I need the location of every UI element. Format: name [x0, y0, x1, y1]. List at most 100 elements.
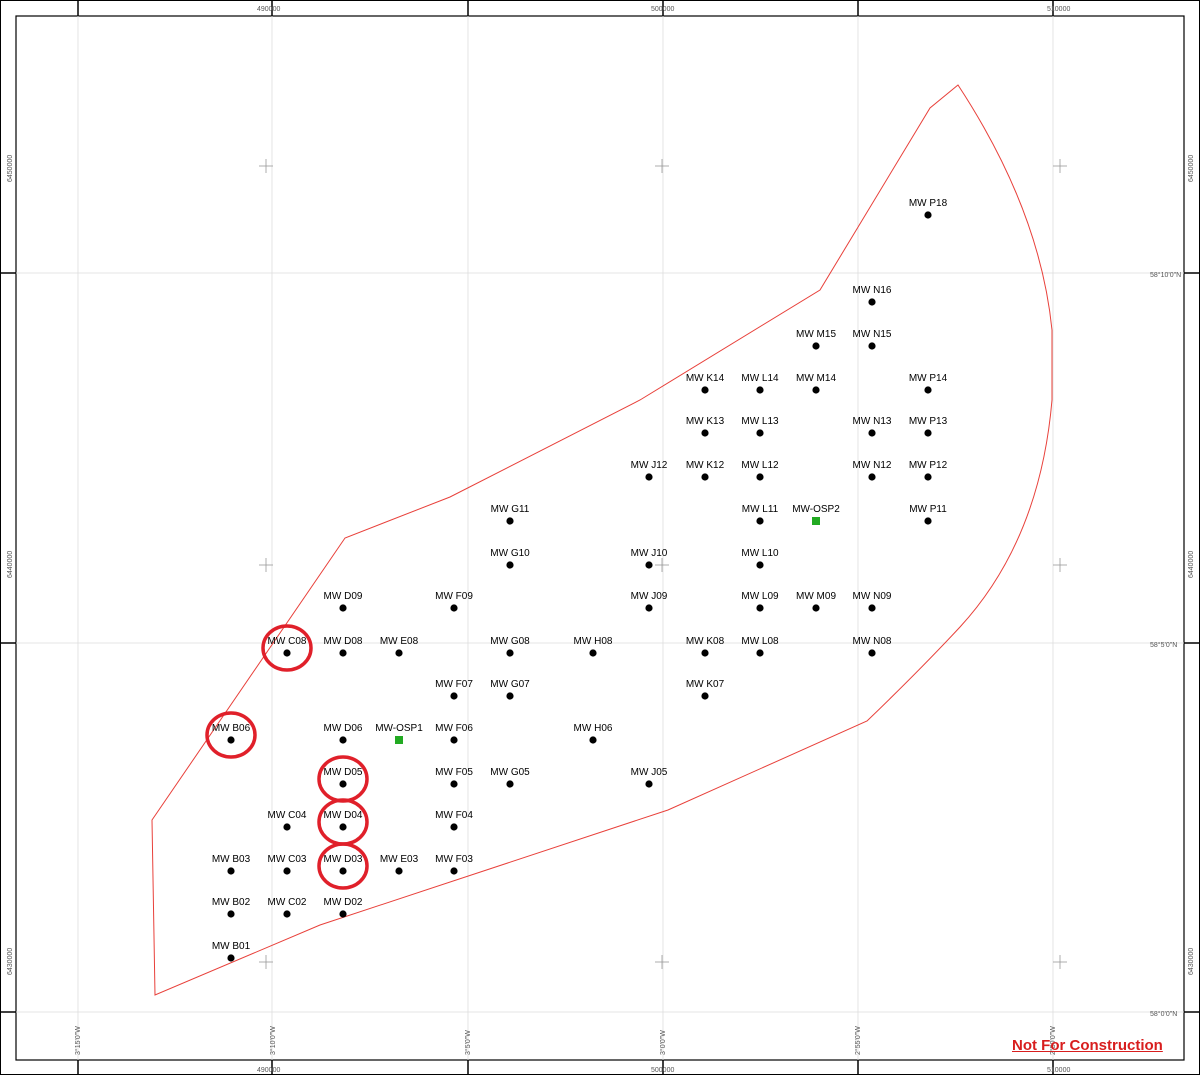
turbine-marker-n08[interactable] — [868, 649, 876, 657]
turbine-label-d05: MW D05 — [324, 767, 363, 778]
turbine-marker-j05[interactable] — [645, 780, 653, 788]
turbine-marker-f05[interactable] — [450, 780, 458, 788]
turbine-marker-l08[interactable] — [756, 649, 764, 657]
turbine-marker-f07[interactable] — [450, 692, 458, 700]
turbine-marker-l09[interactable] — [756, 604, 764, 612]
turbine-marker-l10[interactable] — [756, 561, 764, 569]
turbine-marker-e03[interactable] — [395, 867, 403, 875]
turbine-label-c02: MW C02 — [268, 897, 307, 908]
turbine-marker-b01[interactable] — [227, 954, 235, 962]
turbine-marker-g07[interactable] — [506, 692, 514, 700]
turbine-marker-k07[interactable] — [701, 692, 709, 700]
turbine-marker-c03[interactable] — [283, 867, 291, 875]
turbine-label-k13: MW K13 — [686, 416, 725, 427]
turbine-marker-n12[interactable] — [868, 473, 876, 481]
turbine-label-b03: MW B03 — [212, 854, 251, 865]
turbine-marker-h06[interactable] — [589, 736, 597, 744]
turbine-marker-m09[interactable] — [812, 604, 820, 612]
turbine-marker-j12[interactable] — [645, 473, 653, 481]
turbine-marker-k08[interactable] — [701, 649, 709, 657]
substation-layer: MW-OSP1 MW-OSP2 — [375, 504, 840, 744]
turbine-label-l13: MW L13 — [741, 416, 779, 427]
turbine-marker-m15[interactable] — [812, 342, 820, 350]
easting-label-top: 510000 — [1047, 6, 1070, 13]
turbine-marker-d09[interactable] — [339, 604, 347, 612]
turbine-marker-p14[interactable] — [924, 386, 932, 394]
turbine-label-j09: MW J09 — [631, 591, 668, 602]
longitude-label: 3°10'0"W — [269, 1026, 277, 1055]
turbine-marker-d03[interactable] — [339, 867, 347, 875]
turbine-marker-f04[interactable] — [450, 823, 458, 831]
substation-label-mw-osp2: MW-OSP2 — [792, 504, 840, 515]
highlight-layer — [205, 624, 369, 890]
turbine-marker-p11[interactable] — [924, 517, 932, 525]
turbine-marker-k13[interactable] — [701, 429, 709, 437]
turbine-label-d04: MW D04 — [324, 810, 363, 821]
northing-label-left: 6430000 — [7, 948, 14, 975]
turbine-marker-f06[interactable] — [450, 736, 458, 744]
turbine-marker-n16[interactable] — [868, 298, 876, 306]
turbine-marker-j10[interactable] — [645, 561, 653, 569]
turbine-marker-p18[interactable] — [924, 211, 932, 219]
turbine-marker-b06[interactable] — [227, 736, 235, 744]
turbine-label-d06: MW D06 — [324, 723, 363, 734]
substation-marker-mw-osp2[interactable] — [812, 517, 820, 525]
turbine-marker-g08[interactable] — [506, 649, 514, 657]
turbine-marker-p12[interactable] — [924, 473, 932, 481]
turbine-label-p13: MW P13 — [909, 416, 948, 427]
turbine-marker-d08[interactable] — [339, 649, 347, 657]
latitude-label: 58°10'0"N — [1150, 271, 1181, 279]
northing-label-left: 6440000 — [7, 551, 14, 578]
turbine-marker-d02[interactable] — [339, 910, 347, 918]
turbine-label-m15: MW M15 — [796, 329, 836, 340]
turbine-label-n12: MW N12 — [853, 460, 892, 471]
turbine-marker-j09[interactable] — [645, 604, 653, 612]
turbine-marker-b02[interactable] — [227, 910, 235, 918]
turbine-label-g05: MW G05 — [490, 767, 530, 778]
turbine-label-g08: MW G08 — [490, 636, 530, 647]
turbine-marker-d04[interactable] — [339, 823, 347, 831]
turbine-label-j10: MW J10 — [631, 548, 668, 559]
substation-marker-mw-osp1[interactable] — [395, 736, 403, 744]
grid-crosses — [259, 159, 1067, 969]
turbine-marker-k12[interactable] — [701, 473, 709, 481]
turbine-marker-c04[interactable] — [283, 823, 291, 831]
turbine-marker-g11[interactable] — [506, 517, 514, 525]
turbine-label-g11: MW G11 — [491, 504, 530, 515]
turbine-label-e03: MW E03 — [380, 854, 419, 865]
turbine-marker-b03[interactable] — [227, 867, 235, 875]
turbine-marker-l12[interactable] — [756, 473, 764, 481]
turbine-label-l08: MW L08 — [741, 636, 779, 647]
turbine-label-f07: MW F07 — [435, 679, 473, 690]
turbine-label-l14: MW L14 — [741, 373, 779, 384]
turbine-label-d02: MW D02 — [324, 897, 363, 908]
turbine-label-b01: MW B01 — [212, 941, 251, 952]
turbine-marker-n13[interactable] — [868, 429, 876, 437]
turbine-marker-f03[interactable] — [450, 867, 458, 875]
not-for-construction-notice: Not For Construction — [1012, 1037, 1163, 1054]
turbine-marker-p13[interactable] — [924, 429, 932, 437]
turbine-marker-h08[interactable] — [589, 649, 597, 657]
turbine-label-n16: MW N16 — [853, 285, 892, 296]
turbine-label-p11: MW P11 — [909, 504, 947, 515]
turbine-label-b06: MW B06 — [212, 723, 251, 734]
turbine-marker-n09[interactable] — [868, 604, 876, 612]
turbine-marker-k14[interactable] — [701, 386, 709, 394]
turbine-label-e08: MW E08 — [380, 636, 419, 647]
turbine-marker-m14[interactable] — [812, 386, 820, 394]
turbine-marker-d06[interactable] — [339, 736, 347, 744]
turbine-marker-g05[interactable] — [506, 780, 514, 788]
turbine-marker-f09[interactable] — [450, 604, 458, 612]
turbine-label-j05: MW J05 — [631, 767, 668, 778]
turbine-marker-c02[interactable] — [283, 910, 291, 918]
turbine-marker-l13[interactable] — [756, 429, 764, 437]
turbine-marker-d05[interactable] — [339, 780, 347, 788]
turbine-marker-e08[interactable] — [395, 649, 403, 657]
turbine-label-k14: MW K14 — [686, 373, 725, 384]
turbine-marker-l14[interactable] — [756, 386, 764, 394]
turbine-marker-n15[interactable] — [868, 342, 876, 350]
turbine-label-c03: MW C03 — [268, 854, 307, 865]
turbine-marker-c08[interactable] — [283, 649, 291, 657]
turbine-marker-g10[interactable] — [506, 561, 514, 569]
turbine-marker-l11[interactable] — [756, 517, 764, 525]
